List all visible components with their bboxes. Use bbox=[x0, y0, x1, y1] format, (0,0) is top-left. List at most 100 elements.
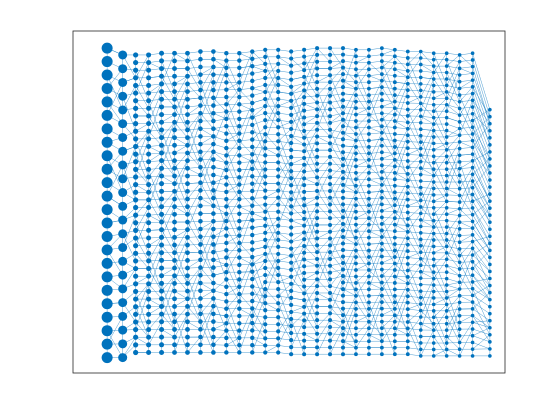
node bbox=[405, 107, 410, 112]
node bbox=[211, 172, 216, 178]
node bbox=[379, 65, 384, 70]
node bbox=[418, 56, 423, 60]
node bbox=[133, 220, 139, 226]
node bbox=[405, 210, 410, 215]
node bbox=[263, 301, 268, 306]
node bbox=[405, 139, 410, 144]
node bbox=[101, 325, 113, 337]
node bbox=[101, 82, 113, 94]
node bbox=[276, 61, 281, 66]
node bbox=[302, 115, 307, 120]
node bbox=[470, 64, 475, 69]
node bbox=[118, 256, 128, 266]
node bbox=[146, 227, 152, 233]
node bbox=[198, 218, 203, 224]
node bbox=[289, 133, 294, 139]
node bbox=[224, 342, 229, 348]
node bbox=[146, 90, 152, 96]
node bbox=[263, 82, 268, 88]
node bbox=[185, 142, 190, 148]
node bbox=[341, 287, 345, 292]
node bbox=[367, 339, 371, 344]
node bbox=[302, 298, 307, 303]
node bbox=[367, 106, 371, 110]
node bbox=[302, 122, 307, 127]
node bbox=[392, 326, 397, 331]
node bbox=[470, 185, 475, 190]
node bbox=[367, 125, 371, 130]
node bbox=[315, 216, 320, 221]
node bbox=[392, 313, 397, 318]
node bbox=[263, 216, 268, 221]
node bbox=[101, 230, 113, 242]
node bbox=[289, 49, 294, 54]
node bbox=[263, 315, 268, 320]
node bbox=[367, 164, 371, 169]
node bbox=[315, 86, 320, 91]
node bbox=[198, 134, 203, 139]
node bbox=[418, 205, 423, 209]
node bbox=[172, 265, 177, 271]
node bbox=[101, 150, 113, 162]
node bbox=[315, 141, 320, 146]
node bbox=[237, 131, 242, 136]
node bbox=[237, 65, 242, 71]
node bbox=[341, 208, 345, 213]
node bbox=[328, 168, 333, 173]
node bbox=[354, 170, 358, 175]
node bbox=[276, 188, 281, 193]
node bbox=[341, 274, 345, 279]
node bbox=[224, 284, 229, 289]
node bbox=[133, 258, 139, 264]
node bbox=[289, 183, 294, 188]
node bbox=[118, 243, 128, 253]
node bbox=[159, 127, 165, 133]
node bbox=[211, 80, 216, 85]
node bbox=[328, 188, 333, 193]
node bbox=[211, 164, 216, 170]
node bbox=[118, 64, 128, 74]
node bbox=[198, 110, 203, 116]
node bbox=[379, 209, 384, 213]
node bbox=[185, 188, 190, 194]
node bbox=[392, 190, 397, 195]
node bbox=[276, 174, 281, 179]
node bbox=[470, 85, 475, 89]
node bbox=[354, 274, 358, 279]
node bbox=[289, 288, 294, 293]
node bbox=[172, 50, 177, 56]
node bbox=[341, 261, 345, 266]
node bbox=[237, 80, 242, 85]
node bbox=[146, 311, 152, 317]
node bbox=[405, 120, 410, 125]
node bbox=[354, 352, 358, 357]
node bbox=[367, 190, 371, 195]
node bbox=[341, 91, 345, 96]
node bbox=[405, 204, 410, 208]
edges bbox=[226, 52, 240, 353]
node bbox=[470, 280, 475, 284]
node bbox=[237, 109, 242, 114]
node bbox=[211, 319, 216, 324]
node bbox=[146, 327, 152, 333]
node bbox=[457, 307, 462, 311]
node bbox=[302, 61, 307, 66]
node bbox=[431, 251, 436, 255]
node bbox=[172, 165, 177, 171]
node bbox=[379, 182, 384, 187]
node bbox=[444, 334, 449, 339]
node bbox=[289, 119, 294, 125]
node bbox=[198, 319, 203, 324]
node bbox=[405, 268, 410, 273]
node bbox=[418, 95, 423, 99]
node bbox=[146, 334, 152, 340]
node bbox=[250, 159, 255, 164]
node bbox=[392, 294, 397, 298]
node bbox=[133, 349, 139, 356]
node bbox=[159, 257, 165, 263]
node bbox=[341, 85, 345, 90]
node bbox=[289, 309, 294, 315]
edges bbox=[394, 49, 409, 355]
node bbox=[367, 170, 371, 175]
